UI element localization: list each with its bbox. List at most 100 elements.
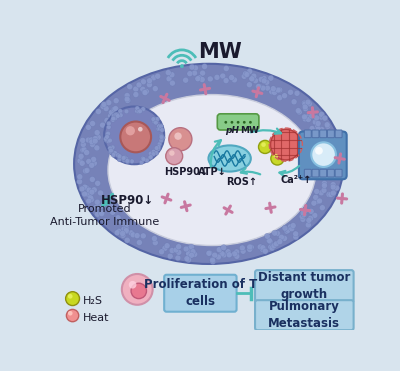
Circle shape bbox=[302, 208, 308, 214]
Circle shape bbox=[82, 191, 88, 197]
Circle shape bbox=[108, 146, 112, 151]
Circle shape bbox=[247, 69, 253, 75]
Circle shape bbox=[322, 115, 328, 121]
Circle shape bbox=[167, 253, 173, 259]
Circle shape bbox=[251, 73, 257, 79]
Circle shape bbox=[224, 121, 227, 124]
Circle shape bbox=[80, 142, 86, 147]
Circle shape bbox=[302, 106, 308, 112]
Circle shape bbox=[271, 243, 277, 249]
Circle shape bbox=[250, 76, 255, 82]
Circle shape bbox=[152, 240, 158, 246]
Circle shape bbox=[258, 76, 264, 82]
Circle shape bbox=[315, 126, 321, 132]
Text: HSP90↓: HSP90↓ bbox=[101, 194, 154, 207]
FancyBboxPatch shape bbox=[312, 130, 319, 138]
Circle shape bbox=[140, 156, 145, 161]
Circle shape bbox=[277, 87, 282, 93]
Circle shape bbox=[111, 150, 116, 155]
Text: Heat: Heat bbox=[82, 313, 109, 323]
Circle shape bbox=[86, 187, 92, 193]
Circle shape bbox=[260, 247, 266, 252]
Circle shape bbox=[80, 138, 86, 143]
Circle shape bbox=[190, 249, 196, 255]
Circle shape bbox=[277, 95, 283, 101]
Circle shape bbox=[117, 154, 122, 158]
Text: MW: MW bbox=[240, 126, 259, 135]
Circle shape bbox=[140, 86, 146, 92]
Circle shape bbox=[223, 66, 229, 72]
Circle shape bbox=[192, 252, 198, 257]
Circle shape bbox=[113, 106, 118, 112]
Circle shape bbox=[296, 109, 302, 115]
Circle shape bbox=[111, 153, 116, 157]
Circle shape bbox=[106, 125, 111, 129]
Circle shape bbox=[130, 232, 136, 238]
Circle shape bbox=[142, 89, 148, 95]
Circle shape bbox=[226, 252, 232, 258]
Circle shape bbox=[136, 240, 142, 246]
Circle shape bbox=[133, 92, 139, 98]
Text: HSP90↓: HSP90↓ bbox=[164, 167, 208, 177]
Circle shape bbox=[334, 185, 340, 191]
Circle shape bbox=[186, 251, 192, 257]
Circle shape bbox=[104, 118, 110, 124]
Circle shape bbox=[113, 116, 117, 121]
Circle shape bbox=[176, 249, 182, 255]
FancyBboxPatch shape bbox=[51, 45, 359, 330]
Circle shape bbox=[111, 112, 117, 118]
FancyBboxPatch shape bbox=[312, 169, 319, 177]
Circle shape bbox=[111, 116, 116, 121]
Circle shape bbox=[68, 294, 72, 299]
Circle shape bbox=[159, 134, 164, 139]
Circle shape bbox=[92, 136, 98, 142]
FancyBboxPatch shape bbox=[304, 169, 311, 177]
Circle shape bbox=[131, 283, 146, 299]
Circle shape bbox=[302, 100, 308, 106]
Circle shape bbox=[216, 247, 222, 253]
Circle shape bbox=[154, 146, 159, 150]
Circle shape bbox=[335, 145, 341, 151]
Text: Promoted
Anti-Tumor Immune: Promoted Anti-Tumor Immune bbox=[50, 204, 160, 227]
Circle shape bbox=[270, 86, 276, 92]
Circle shape bbox=[301, 212, 307, 218]
Circle shape bbox=[122, 155, 127, 160]
Circle shape bbox=[124, 96, 130, 102]
Circle shape bbox=[240, 248, 246, 254]
Circle shape bbox=[306, 101, 312, 107]
Circle shape bbox=[332, 185, 337, 191]
Circle shape bbox=[108, 150, 113, 154]
Circle shape bbox=[195, 76, 201, 82]
Circle shape bbox=[234, 249, 240, 255]
Circle shape bbox=[105, 135, 110, 139]
Circle shape bbox=[77, 174, 83, 180]
Circle shape bbox=[308, 209, 314, 214]
Circle shape bbox=[77, 179, 82, 184]
Circle shape bbox=[159, 138, 164, 143]
Circle shape bbox=[330, 182, 336, 188]
Ellipse shape bbox=[108, 95, 316, 246]
Circle shape bbox=[214, 75, 220, 80]
Circle shape bbox=[136, 82, 142, 88]
Circle shape bbox=[90, 121, 96, 127]
Circle shape bbox=[293, 231, 298, 237]
Circle shape bbox=[199, 76, 205, 82]
Circle shape bbox=[115, 113, 120, 118]
FancyBboxPatch shape bbox=[335, 130, 342, 138]
Circle shape bbox=[89, 139, 95, 145]
Circle shape bbox=[221, 245, 226, 250]
Circle shape bbox=[319, 127, 325, 132]
Circle shape bbox=[148, 155, 152, 160]
Circle shape bbox=[154, 151, 159, 155]
Circle shape bbox=[104, 137, 108, 141]
Circle shape bbox=[106, 121, 111, 126]
Circle shape bbox=[89, 177, 95, 182]
Circle shape bbox=[122, 274, 153, 305]
Circle shape bbox=[169, 247, 175, 253]
Circle shape bbox=[323, 174, 329, 180]
Text: Proliferation of T
cells: Proliferation of T cells bbox=[144, 278, 257, 308]
Circle shape bbox=[124, 237, 130, 243]
Circle shape bbox=[287, 224, 293, 230]
Circle shape bbox=[258, 140, 272, 154]
Circle shape bbox=[82, 184, 88, 190]
